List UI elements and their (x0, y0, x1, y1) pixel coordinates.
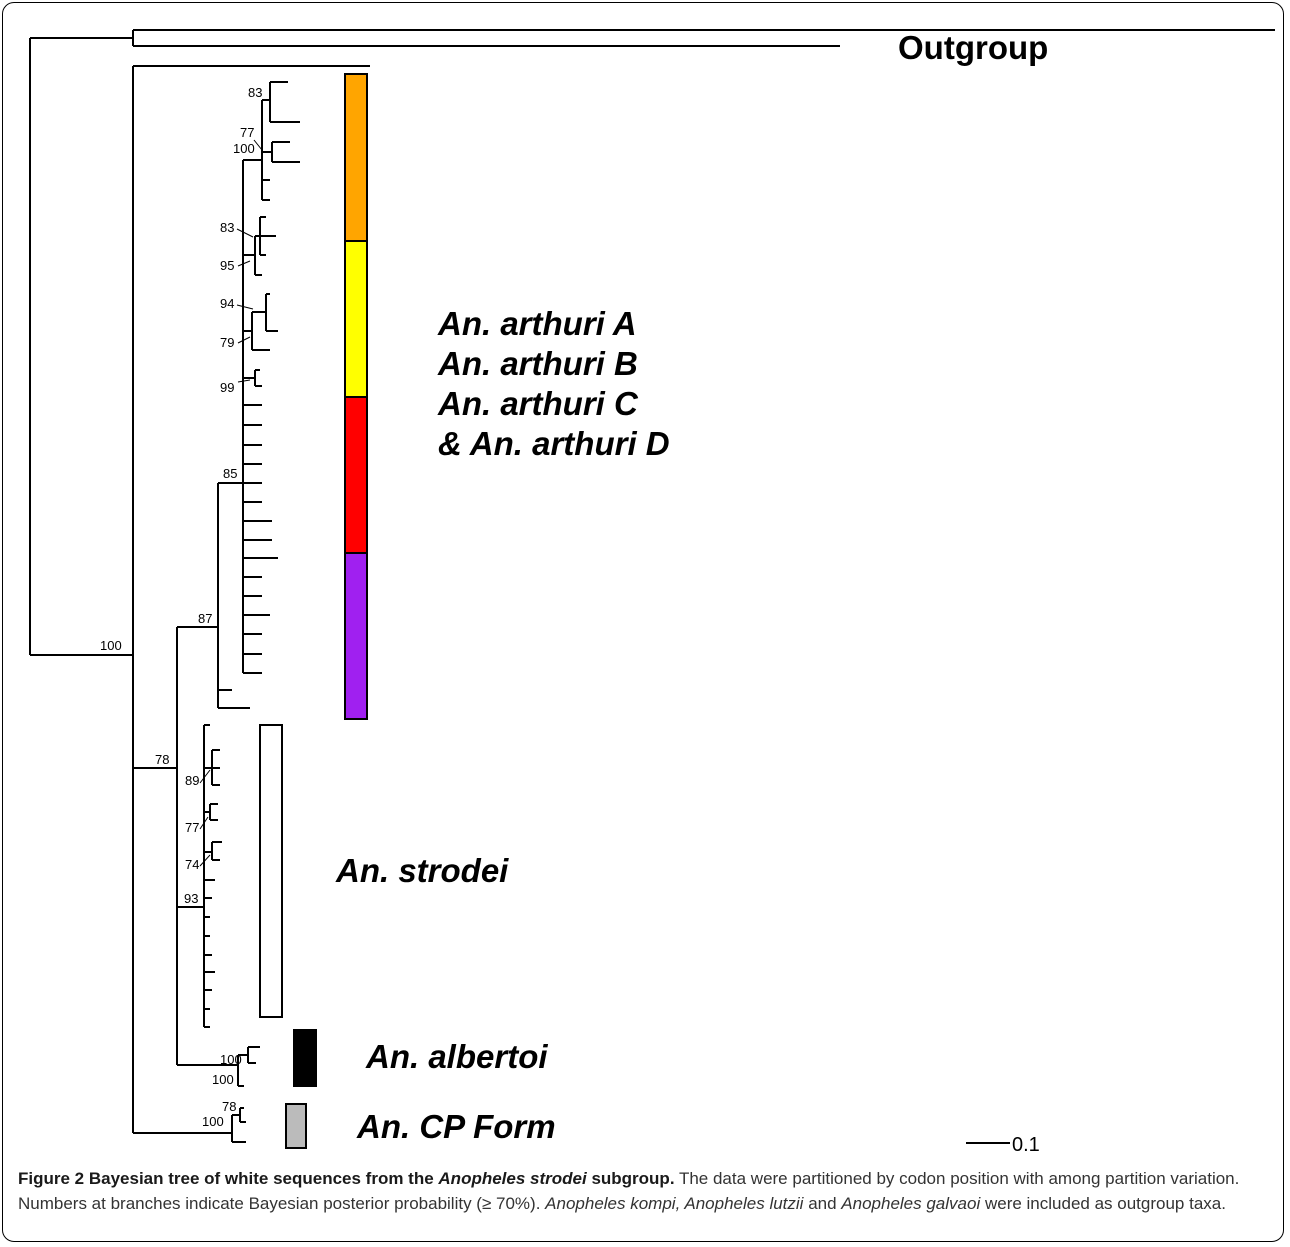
clade-label-cp-form: An. CP Form (356, 1108, 556, 1145)
albertoi-branch (176, 907, 260, 1087)
support-label: 100 (233, 141, 255, 156)
clade-bars (259, 73, 368, 1149)
caption-body: The data were partitioned by codon posit… (18, 1169, 1240, 1213)
caption-outgroup-taxa-2: Anopheles galvaoi (841, 1194, 981, 1213)
strodei-sub-74 (204, 841, 222, 861)
support-label: 83 (248, 85, 262, 100)
support-label: 95 (220, 258, 234, 273)
node-78-branch (133, 627, 178, 907)
strodei-bar (259, 724, 283, 1018)
arthuri-a-bar (344, 73, 368, 242)
support-label: 89 (185, 773, 199, 788)
clade-label-strodei: An. strodei (335, 852, 509, 889)
support-label: 78 (155, 752, 169, 767)
clade-label-arthuri-a: An. arthuri A (437, 305, 637, 342)
support-label: 87 (198, 611, 212, 626)
arthuri-subclade-4 (243, 369, 262, 387)
caption-title: Figure 2 Bayesian tree of white sequence… (18, 1169, 675, 1188)
support-label: 100 (220, 1052, 242, 1067)
support-label: 94 (220, 296, 234, 311)
caption-outgroup-taxa: Anopheles kompi, Anopheles lutzii (545, 1194, 804, 1213)
support-label: 100 (212, 1072, 234, 1087)
clade-label-arthuri-d: & An. arthuri D (438, 425, 670, 462)
node-85-branch (218, 160, 244, 673)
arthuri-d-bar (344, 552, 368, 720)
caption-title-species: Anopheles strodei (438, 1169, 587, 1188)
figure-caption: Figure 2 Bayesian tree of white sequence… (18, 1166, 1276, 1216)
support-label: 100 (100, 638, 122, 653)
caption-title-end: subgroup. (586, 1169, 675, 1188)
support-label: 77 (240, 125, 254, 140)
albertoi-bar (293, 1029, 317, 1087)
ingroup-branch (30, 65, 370, 1133)
label-pointer-arrows (199, 139, 263, 867)
support-labels: 100 78 87 85 93 83 77 100 83 95 94 79 99… (100, 85, 262, 1129)
phylogenetic-tree: 100 78 87 85 93 83 77 100 83 95 94 79 99… (29, 29, 1275, 1156)
support-label: 100 (202, 1114, 224, 1129)
support-label: 83 (220, 220, 234, 235)
strodei-leaves (204, 879, 215, 1028)
caption-and: and (803, 1194, 842, 1213)
scale-bar-label: 0.1 (1012, 1134, 1040, 1156)
support-label: 78 (222, 1099, 236, 1114)
node-93-branch (177, 724, 210, 1027)
arthuri-c-bar (344, 396, 368, 554)
outgroup-label: Outgroup (898, 29, 1048, 66)
caption-end: were included as outgroup taxa. (980, 1194, 1226, 1213)
support-label: 85 (223, 466, 237, 481)
support-label: 79 (220, 335, 234, 350)
tree-branches (29, 29, 1275, 1143)
scale-bar: 0.1 (966, 1134, 1040, 1156)
arthuri-leaves (243, 404, 278, 674)
cp-form-bar (285, 1103, 307, 1149)
clade-label-arthuri-c: An. arthuri C (437, 385, 639, 422)
caption-title-start: Figure 2 Bayesian tree of white sequence… (18, 1169, 439, 1188)
outgroup-branch (29, 29, 1275, 655)
cp-form-branch (133, 1107, 246, 1143)
node-87-branch (177, 483, 250, 709)
arthuri-subclade-2 (243, 216, 276, 276)
arthuri-subclade-3 (243, 293, 278, 351)
arthuri-b-bar (344, 240, 368, 398)
support-label: 99 (220, 380, 234, 395)
clade-label-albertoi: An. albertoi (365, 1038, 548, 1075)
clade-label-arthuri-b: An. arthuri B (437, 345, 638, 382)
support-label: 74 (185, 857, 199, 872)
support-label: 93 (184, 891, 198, 906)
support-label: 77 (185, 820, 199, 835)
strodei-sub-77 (204, 803, 218, 821)
strodei-sub-89 (204, 749, 220, 786)
